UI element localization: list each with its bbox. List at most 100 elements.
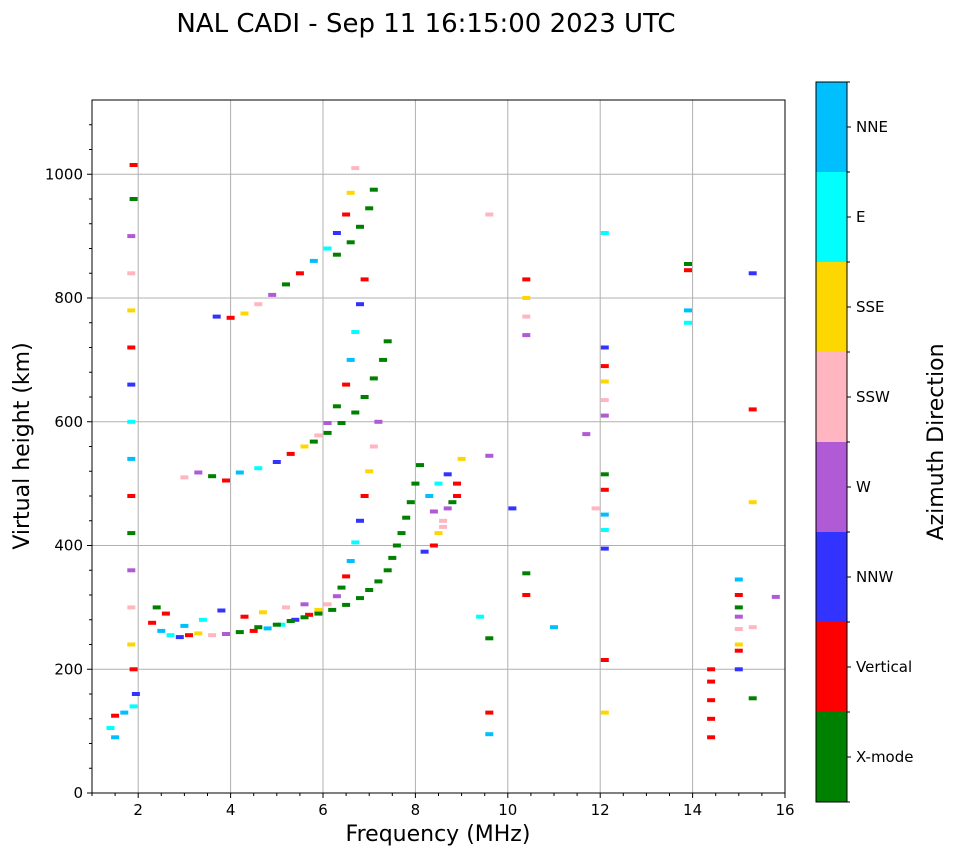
echo-mark bbox=[383, 568, 392, 573]
echo-mark bbox=[734, 648, 743, 653]
echo-mark bbox=[332, 594, 341, 599]
echo-mark bbox=[684, 320, 692, 325]
echo-mark bbox=[127, 382, 136, 387]
echo-mark bbox=[291, 617, 300, 622]
echo-mark bbox=[448, 500, 457, 505]
echo-mark bbox=[148, 620, 157, 625]
echo-mark bbox=[356, 518, 364, 523]
echo-mark bbox=[323, 246, 332, 251]
echo-mark bbox=[600, 487, 609, 492]
echo-mark bbox=[194, 631, 203, 636]
echo-mark bbox=[272, 622, 281, 627]
colorbar-segment bbox=[816, 532, 847, 622]
echo-mark bbox=[369, 444, 378, 449]
colorbar-segment bbox=[816, 82, 847, 172]
echo-mark bbox=[217, 608, 226, 613]
echo-mark bbox=[748, 625, 757, 630]
echo-mark bbox=[309, 439, 318, 444]
echo-mark bbox=[127, 419, 136, 424]
echo-mark bbox=[707, 735, 716, 740]
grid-lines bbox=[92, 100, 786, 794]
echo-mark bbox=[365, 469, 374, 474]
echo-mark bbox=[351, 540, 360, 545]
echo-mark bbox=[332, 404, 341, 409]
echo-mark bbox=[332, 231, 341, 235]
x-tick-label: 10 bbox=[498, 801, 517, 819]
echo-mark bbox=[582, 432, 591, 437]
echo-mark bbox=[208, 474, 217, 479]
echo-mark bbox=[127, 271, 136, 276]
echo-mark bbox=[351, 166, 360, 171]
echo-mark bbox=[374, 419, 383, 424]
series-5 bbox=[332, 187, 378, 257]
y-tick-label: 0 bbox=[73, 784, 83, 802]
echo-mark bbox=[127, 494, 136, 498]
echo-mark bbox=[222, 478, 230, 483]
echo-mark bbox=[406, 500, 415, 505]
echo-mark bbox=[129, 704, 138, 709]
echo-mark bbox=[129, 197, 138, 201]
colorbar-tick-label: NNW bbox=[856, 568, 893, 586]
echo-mark bbox=[342, 602, 351, 607]
echo-mark bbox=[439, 518, 448, 523]
x-tick-label: 2 bbox=[133, 801, 143, 819]
echo-mark bbox=[734, 614, 743, 619]
echo-mark bbox=[600, 546, 609, 551]
echo-mark bbox=[734, 605, 743, 610]
echo-mark bbox=[365, 206, 374, 211]
echo-mark bbox=[600, 345, 609, 350]
echo-mark bbox=[485, 212, 494, 217]
colorbar-tick-label: Vertical bbox=[856, 658, 912, 676]
echo-mark bbox=[522, 593, 531, 597]
echo-mark bbox=[175, 635, 184, 640]
echo-mark bbox=[485, 453, 494, 458]
series-3 bbox=[309, 339, 392, 444]
echo-mark bbox=[356, 302, 364, 307]
echo-mark bbox=[180, 623, 189, 628]
echo-mark bbox=[346, 240, 355, 245]
echo-mark bbox=[346, 357, 355, 362]
echo-mark bbox=[550, 625, 558, 630]
y-axis-label: Virtual height (km) bbox=[10, 342, 35, 549]
echo-mark bbox=[453, 494, 461, 498]
series-2 bbox=[180, 277, 369, 483]
echo-mark bbox=[249, 628, 258, 633]
echo-mark bbox=[522, 296, 531, 300]
echo-mark bbox=[240, 614, 249, 619]
y-tick-label: 400 bbox=[54, 537, 83, 555]
echo-mark bbox=[434, 481, 443, 486]
echo-mark bbox=[111, 713, 120, 718]
echo-mark bbox=[429, 509, 438, 514]
echo-mark bbox=[600, 364, 609, 369]
colorbar-segment bbox=[816, 622, 847, 712]
x-axis-label: Frequency (MHz) bbox=[346, 822, 531, 847]
echo-mark bbox=[707, 698, 716, 703]
echo-mark bbox=[277, 622, 286, 627]
series-10 bbox=[734, 577, 743, 672]
echo-mark bbox=[591, 506, 600, 511]
echo-mark bbox=[369, 187, 378, 192]
echo-mark bbox=[771, 594, 780, 599]
echo-mark bbox=[684, 262, 692, 266]
x-tick-label: 14 bbox=[683, 801, 702, 819]
echo-mark bbox=[323, 430, 332, 435]
echo-mark bbox=[157, 628, 166, 633]
x-tick-label: 6 bbox=[318, 801, 328, 819]
echo-mark bbox=[420, 549, 429, 554]
echo-mark bbox=[127, 531, 136, 536]
echo-mark bbox=[346, 190, 355, 195]
echo-mark bbox=[337, 585, 346, 590]
echo-mark bbox=[356, 596, 364, 601]
colorbar-label: Azimuth Direction bbox=[924, 343, 949, 540]
echo-mark bbox=[295, 271, 304, 276]
echo-mark bbox=[600, 379, 609, 384]
colorbar-segment bbox=[816, 352, 847, 442]
colorbar-segment bbox=[816, 712, 847, 802]
x-tick-label: 16 bbox=[775, 801, 794, 819]
series-0 bbox=[148, 419, 383, 640]
echo-mark bbox=[323, 602, 332, 607]
echo-mark bbox=[748, 407, 757, 412]
y-tick-label: 600 bbox=[54, 413, 83, 431]
echo-mark bbox=[127, 234, 136, 239]
